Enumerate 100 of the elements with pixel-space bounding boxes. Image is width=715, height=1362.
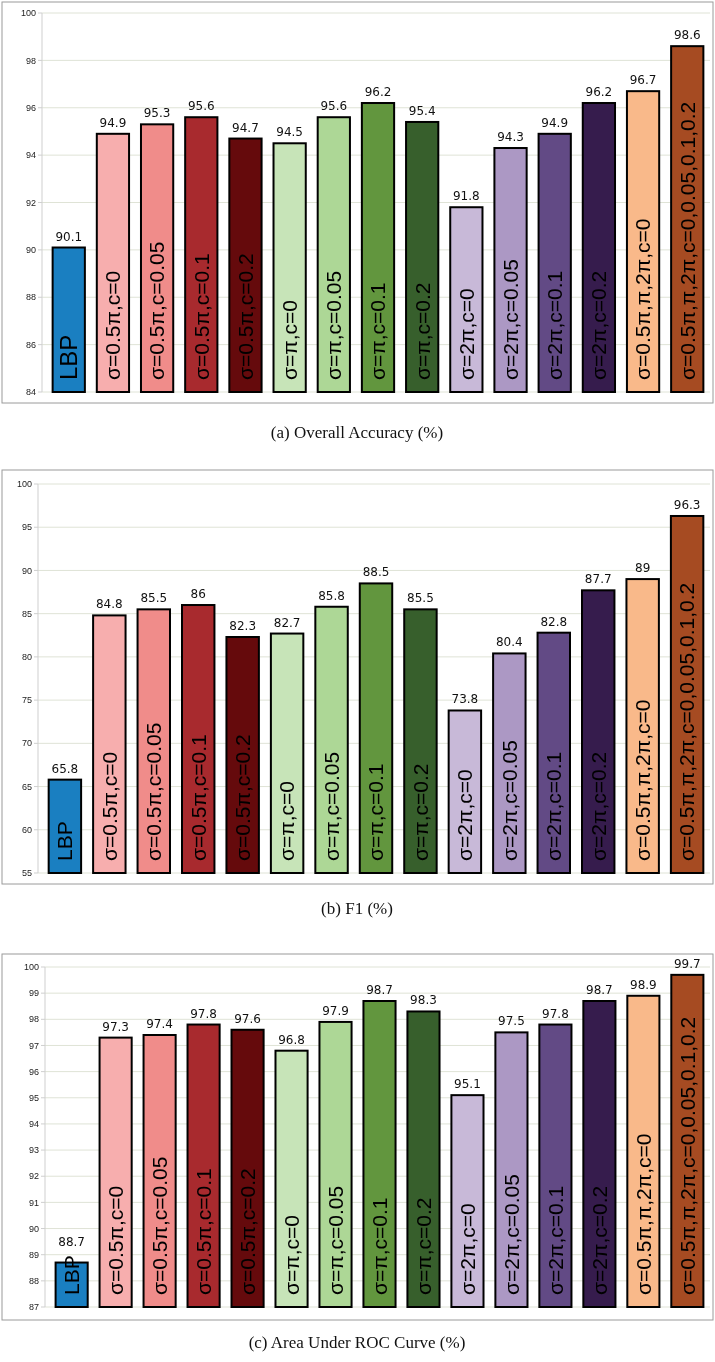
y-tick-label: 94 (25, 150, 36, 161)
data-label: 97.4 (146, 1017, 173, 1031)
data-label: 94.7 (232, 120, 259, 135)
y-tick-label: 60 (21, 824, 32, 835)
y-tick-label: 100 (23, 962, 39, 973)
x-tick-label: σ=π,c=0.2 (408, 763, 432, 861)
x-tick-label: σ=π,c=0.2 (411, 1197, 435, 1295)
data-label: 95.6 (187, 99, 215, 114)
data-label: 95.1 (454, 1077, 481, 1092)
x-tick-label: σ=0.5π,π,2π,c=0,0.05,0.1,0.2 (675, 582, 699, 861)
data-label: 97.6 (234, 1011, 261, 1026)
x-tick-label: σ=2π,c=0.2 (586, 751, 610, 861)
data-label: 85.8 (318, 588, 345, 603)
x-tick-label: σ=0.5π,π,2π,c=0 (631, 1133, 655, 1295)
x-tick-label: σ=0.5π,c=0 (101, 270, 125, 380)
data-label: 98.7 (366, 983, 393, 997)
y-tick-label: 88 (28, 1276, 39, 1286)
data-label: 65.8 (51, 761, 79, 776)
y-tick-label: 90 (28, 1223, 39, 1234)
data-label: 94.3 (497, 130, 524, 145)
data-label: 97.5 (498, 1014, 525, 1029)
y-tick-label: 95 (28, 1092, 39, 1103)
data-label: 94.5 (276, 125, 303, 140)
data-label: 96.2 (585, 85, 613, 100)
x-tick-label: σ=π,c=0.1 (367, 1197, 391, 1295)
x-tick-label: σ=0.5π,c=0.05 (145, 241, 169, 380)
data-label: 96.3 (673, 497, 701, 512)
data-label: 82.7 (273, 615, 301, 630)
y-tick-label: 98 (28, 1014, 39, 1025)
data-label: 86 (190, 587, 206, 602)
x-tick-label: σ=0.5π,c=0.2 (231, 734, 255, 861)
y-tick-label: 85 (21, 608, 32, 619)
y-tick-label: 96 (28, 1066, 39, 1077)
y-tick-label: 93 (28, 1145, 39, 1156)
x-tick-label: σ=2π,c=0.1 (542, 751, 566, 861)
data-label: 91.8 (453, 189, 480, 204)
x-tick-label: σ=0.5π,c=0.1 (189, 253, 213, 380)
x-tick-label: σ=0.5π,π,2π,c=0 (631, 699, 655, 861)
data-label: 98.9 (630, 977, 657, 992)
data-label: 88.7 (58, 1235, 86, 1250)
y-tick-label: 92 (25, 197, 36, 208)
x-tick-label: σ=π,c=0.05 (319, 751, 343, 861)
data-label: 85.5 (407, 591, 434, 606)
data-label: 96.2 (364, 85, 392, 100)
y-tick-label: 92 (28, 1171, 39, 1182)
data-label: 97.8 (190, 1006, 217, 1021)
data-label: 87.7 (584, 572, 612, 587)
data-label: 84.8 (95, 597, 123, 612)
x-tick-label: σ=π,c=0.05 (323, 1185, 347, 1295)
y-tick-label: 95 (21, 522, 32, 533)
data-label: 94.9 (541, 115, 569, 130)
x-tick-label: σ=2π,c=0.1 (543, 1185, 567, 1295)
data-label: 95.3 (143, 106, 171, 121)
x-tick-label: σ=π,c=0.05 (322, 270, 346, 380)
x-tick-label: σ=π,c=0 (279, 1215, 303, 1295)
y-tick-label: 89 (28, 1249, 39, 1260)
data-label: 98.3 (410, 993, 437, 1008)
x-tick-label: σ=0.5π,c=0.05 (147, 1156, 171, 1295)
data-label: 98.7 (586, 983, 613, 997)
x-tick-label: σ=π,c=0 (277, 300, 301, 380)
y-tick-label: 84 (25, 387, 36, 398)
text: (a) Overall Accuracy (%) (270, 423, 444, 442)
x-tick-label: σ=2π,c=0.1 (543, 270, 567, 380)
y-tick-label: 96 (25, 102, 36, 113)
data-label: 80.4 (495, 635, 523, 650)
text: (c) Area Under ROC Curve (%) (248, 1333, 466, 1352)
y-tick-label: 88 (25, 292, 36, 303)
x-tick-label: LBP (55, 334, 83, 380)
y-tick-label: 75 (21, 695, 32, 706)
x-tick-label: σ=0.5π,c=0.2 (235, 1168, 259, 1295)
x-tick-label: σ=2π,c=0 (453, 769, 477, 861)
y-tick-label: 87 (28, 1302, 39, 1313)
x-tick-label: σ=0.5π,c=0.1 (191, 1168, 215, 1295)
x-tick-label: σ=2π,c=0 (454, 288, 478, 380)
x-tick-label: σ=0.5π,π,2π,c=0,0.05,0.1,0.2 (675, 1016, 699, 1295)
y-tick-label: 91 (28, 1197, 39, 1208)
x-tick-label: σ=π,c=0 (275, 781, 299, 861)
y-tick-label: 99 (28, 988, 39, 999)
x-tick-label: σ=2π,c=0.2 (587, 1185, 611, 1295)
x-tick-label: σ=0.5π,c=0.2 (233, 253, 257, 380)
y-tick-label: 65 (21, 781, 32, 792)
data-label: 94.9 (99, 115, 127, 130)
x-tick-label: σ=2π,c=0 (455, 1203, 479, 1295)
data-label: 82.8 (540, 614, 568, 629)
data-label: 95.4 (408, 103, 436, 118)
data-label: 97.9 (322, 1003, 349, 1018)
text: (b) F1 (%) (321, 899, 393, 918)
x-tick-label: σ=2π,c=0.05 (499, 1174, 523, 1295)
x-tick-label: σ=2π,c=0.05 (498, 259, 522, 380)
x-tick-label: σ=π,c=0.1 (366, 282, 390, 380)
y-tick-label: 97 (28, 1040, 39, 1051)
data-label: 98.6 (673, 28, 701, 43)
x-tick-label: σ=0.5π,π,2π,c=0,0.05,0.1,0.2 (675, 101, 699, 380)
data-label: 82.3 (229, 619, 257, 634)
y-tick-label: 80 (21, 652, 32, 663)
data-label: 95.6 (320, 99, 348, 114)
data-label: 89 (635, 561, 651, 576)
data-label: 97.3 (102, 1019, 129, 1034)
x-tick-label: σ=2π,c=0.05 (497, 740, 521, 861)
data-label: 85.5 (140, 591, 168, 606)
